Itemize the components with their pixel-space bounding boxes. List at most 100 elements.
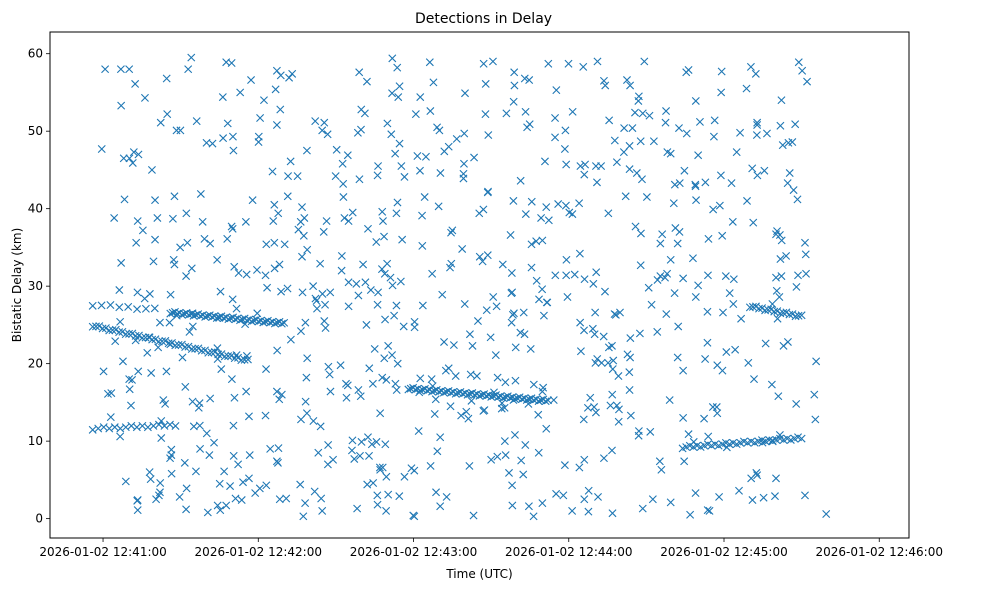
detection-marker [367, 440, 376, 449]
detection-marker [675, 179, 684, 188]
detection-marker [506, 231, 515, 240]
detection-marker [231, 494, 240, 503]
detection-marker [700, 414, 709, 423]
detection-marker [320, 118, 329, 127]
y-tick-label: 10 [28, 434, 43, 448]
detection-marker [750, 375, 759, 384]
detection-marker [755, 304, 763, 313]
detection-marker [430, 410, 439, 419]
detection-marker [362, 77, 371, 86]
detection-marker [121, 330, 130, 339]
detection-marker [115, 286, 124, 295]
detection-marker [370, 344, 379, 353]
detection-marker [537, 213, 546, 222]
detection-marker [223, 234, 232, 243]
detection-marker [452, 134, 461, 143]
detection-marker [508, 288, 517, 297]
detection-marker [516, 176, 525, 185]
detection-marker [237, 356, 246, 365]
x-tick-label: 2026-01-02 12:45:00 [660, 545, 787, 559]
detection-marker [507, 318, 516, 327]
detection-marker [744, 358, 753, 367]
detection-marker [638, 109, 647, 118]
detection-marker [332, 145, 341, 154]
detection-marker [355, 68, 364, 77]
detection-marker [597, 358, 606, 367]
detection-marker [144, 333, 153, 342]
detection-marker [625, 368, 634, 377]
detection-marker [718, 366, 727, 375]
detection-marker [321, 300, 330, 309]
detection-marker [381, 440, 390, 449]
detection-marker [510, 394, 519, 403]
detection-marker [614, 372, 623, 381]
detection-marker [187, 345, 196, 354]
detection-marker [354, 386, 363, 394]
detection-marker [256, 114, 265, 123]
detection-marker [772, 474, 780, 483]
detection-marker [151, 196, 160, 205]
detection-marker [529, 396, 538, 405]
detection-marker [653, 275, 662, 284]
x-tick-label: 2026-01-02 12:42:00 [195, 545, 322, 559]
detection-marker [388, 281, 397, 290]
detection-marker [182, 484, 191, 493]
detection-marker [580, 275, 589, 284]
detection-marker [579, 62, 588, 71]
detection-marker [357, 437, 366, 446]
detection-marker [451, 389, 460, 398]
detection-marker [368, 379, 377, 388]
detection-marker [249, 316, 258, 325]
detection-marker [665, 396, 674, 405]
detection-marker [776, 255, 785, 264]
detection-marker [140, 294, 149, 303]
detection-marker [357, 105, 366, 114]
detection-marker [207, 348, 216, 357]
detection-marker [625, 386, 634, 394]
detection-marker [568, 107, 577, 116]
detection-marker [222, 501, 231, 510]
x-tick-label: 2026-01-02 12:44:00 [505, 545, 632, 559]
detection-marker [644, 283, 653, 292]
detection-marker [317, 494, 326, 503]
detection-marker [217, 350, 226, 359]
detection-marker [261, 271, 270, 280]
detection-marker [535, 295, 543, 304]
detection-marker [576, 318, 585, 327]
detection-marker [206, 394, 215, 403]
detection-marker [163, 110, 172, 119]
detection-marker [339, 193, 348, 202]
detection-marker [634, 92, 643, 101]
detection-marker [482, 391, 491, 400]
detection-marker [605, 116, 614, 125]
detection-marker [753, 471, 762, 480]
detection-marker [147, 368, 156, 377]
detection-marker [662, 310, 671, 319]
detection-marker [811, 415, 820, 424]
detection-marker [591, 308, 600, 317]
detection-marker [691, 489, 700, 498]
detection-marker [118, 357, 127, 366]
detection-marker [539, 311, 548, 320]
detection-marker [219, 314, 228, 323]
detection-marker [138, 226, 147, 235]
detection-marker [747, 474, 756, 483]
detection-marker [525, 395, 534, 404]
detection-marker [498, 260, 507, 269]
detection-marker [770, 492, 779, 501]
detection-marker [352, 279, 361, 288]
detection-marker [500, 403, 509, 412]
detection-marker [779, 308, 788, 317]
detection-marker [785, 310, 794, 319]
detection-marker [168, 308, 177, 317]
detection-marker [751, 69, 760, 78]
detection-marker [388, 89, 397, 98]
detection-marker [372, 437, 381, 446]
detection-marker [198, 217, 207, 226]
detection-marker [120, 195, 129, 204]
detection-marker [466, 370, 475, 379]
detection-marker [694, 151, 703, 160]
detection-marker [374, 288, 383, 297]
detection-marker [655, 457, 664, 466]
detection-marker [446, 263, 454, 272]
